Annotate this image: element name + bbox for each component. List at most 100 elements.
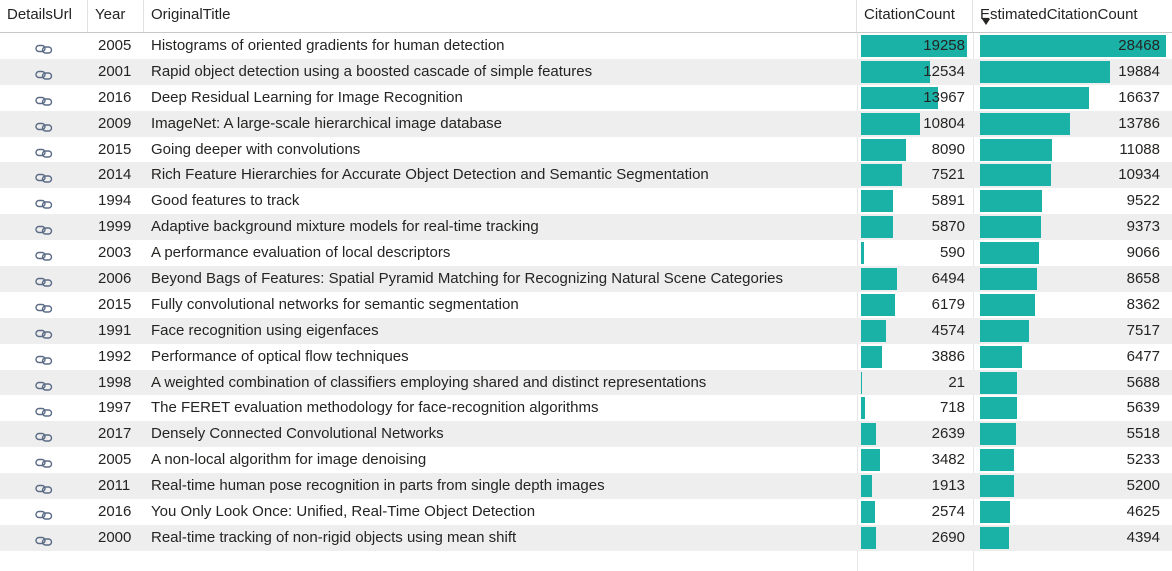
table-row: 2011 Real-time human pose recognition in … [0,473,1172,500]
year-cell: 2016 [98,503,132,521]
estimated-citation-count-cell: 7517 [973,318,1172,344]
table-row: 2015 Fully convolutional networks for sem… [0,292,1172,318]
year-cell: 2015 [98,140,132,158]
estimated-citation-count-bar [980,112,1070,135]
link-icon[interactable] [35,530,53,546]
estimated-citation-count-bar [980,526,1009,549]
citation-count-bar [861,423,876,446]
link-icon[interactable] [35,167,53,184]
title-cell: Histograms of oriented gradients for hum… [151,37,505,54]
title-cell: Adaptive background mixture models for r… [151,218,539,236]
link-icon[interactable] [35,452,53,468]
citation-count-cell: 4574 [857,318,973,344]
estimated-citation-count-value: 5518 [1126,425,1160,443]
citation-count-cell: 5891 [857,188,973,214]
table-row: 2014 Rich Feature Hierarchies for Accurat… [0,162,1172,189]
link-icon[interactable] [35,297,53,313]
link-icon[interactable] [35,349,53,365]
table-row: 1998 A weighted combination of classifier… [0,369,1172,396]
citation-count-value: 8090 [931,140,965,158]
title-cell: Real-time human pose recognition in part… [151,477,605,495]
details-url-cell [0,473,88,499]
estimated-citation-count-cell: 10934 [973,162,1172,188]
details-url-cell [0,162,88,188]
estimated-citation-count-value: 8362 [1126,295,1160,313]
table-row: 2016 You Only Look Once: Unified, Real-Ti… [0,499,1172,525]
citation-count-cell: 8090 [857,137,973,163]
details-url-cell [0,59,88,85]
citation-count-value: 2690 [931,528,965,546]
citation-count-cell: 590 [857,240,973,266]
estimated-citation-count-cell: 9373 [973,214,1172,240]
year-cell: 2005 [98,37,132,54]
details-url-cell [0,266,88,292]
estimated-citation-count-value: 10934 [1118,166,1160,184]
link-icon[interactable] [35,245,53,261]
year-cell: 1994 [98,192,132,210]
link-icon[interactable] [35,426,53,443]
estimated-citation-count-value: 16637 [1118,88,1160,106]
header-citation-count[interactable]: CitationCount [857,0,973,32]
citation-count-value: 3886 [931,347,965,365]
year-cell: 2001 [98,62,132,80]
estimated-citation-count-cell: 11088 [973,137,1172,163]
link-icon[interactable] [35,90,53,106]
details-url-cell [0,33,88,59]
citation-count-value: 13967 [923,88,965,106]
title-cell: A non-local algorithm for image denoisin… [151,451,427,469]
year-cell: 2014 [98,166,132,184]
link-icon[interactable] [35,116,53,132]
citation-count-bar [861,293,895,316]
link-icon[interactable] [35,64,53,80]
link-icon[interactable] [35,219,53,235]
citation-count-cell: 6179 [857,292,973,318]
estimated-citation-count-cell: 4394 [973,525,1172,551]
citation-count-cell: 5870 [857,214,973,240]
citation-count-value: 21 [948,373,965,391]
link-icon[interactable] [35,142,53,158]
link-icon[interactable] [35,193,53,210]
citation-count-value: 4574 [931,321,965,339]
citation-count-bar [861,164,902,187]
citation-count-cell: 13967 [857,85,973,111]
citation-count-bar [861,449,880,472]
table-row: 2006 Beyond Bags of Features: Spatial Pyr… [0,266,1172,292]
details-url-cell [0,499,88,525]
estimated-citation-count-value: 9066 [1126,244,1160,262]
link-icon[interactable] [35,375,53,391]
sort-descending-icon[interactable] [982,19,990,25]
link-icon[interactable] [35,478,53,494]
citation-count-bar [861,190,893,213]
citation-count-value: 12534 [923,62,965,80]
title-cell: Performance of optical flow techniques [151,347,409,365]
header-year[interactable]: Year [88,0,144,32]
table-row: 2009 ImageNet: A large-scale hierarchical… [0,110,1172,137]
header-estimated-citation-count[interactable]: EstimatedCitationCount [980,6,1138,23]
link-icon[interactable] [35,271,53,287]
link-icon[interactable] [35,38,53,54]
citation-count-bar [861,35,967,57]
title-cell: Densely Connected Convolutional Networks [151,425,444,443]
citation-count-bar [861,371,862,394]
year-cell: 1991 [98,321,132,339]
table-row: 2017 Densely Connected Convolutional Netw… [0,421,1172,448]
year-cell: 1992 [98,347,132,365]
estimated-citation-count-bar [980,345,1022,368]
details-url-cell [0,318,88,344]
link-icon[interactable] [35,401,53,417]
citation-count-bar [861,86,938,109]
details-url-cell [0,525,88,551]
estimated-citation-count-bar [980,449,1014,472]
estimated-citation-count-value: 8658 [1126,270,1160,288]
link-icon[interactable] [35,504,53,520]
citation-count-value: 6494 [931,270,965,288]
header-details-url[interactable]: DetailsUrl [0,0,88,32]
table-row: 2005 Histograms of oriented gradients for… [0,33,1172,59]
citation-count-value: 6179 [931,295,965,313]
estimated-citation-count-cell: 5639 [973,395,1172,421]
link-icon[interactable] [35,323,53,339]
column-divider [857,33,858,571]
header-original-title[interactable]: OriginalTitle [144,0,857,32]
year-cell: 2006 [98,270,132,288]
table-row: 1994 Good features to track 5891 9522 [0,188,1172,214]
